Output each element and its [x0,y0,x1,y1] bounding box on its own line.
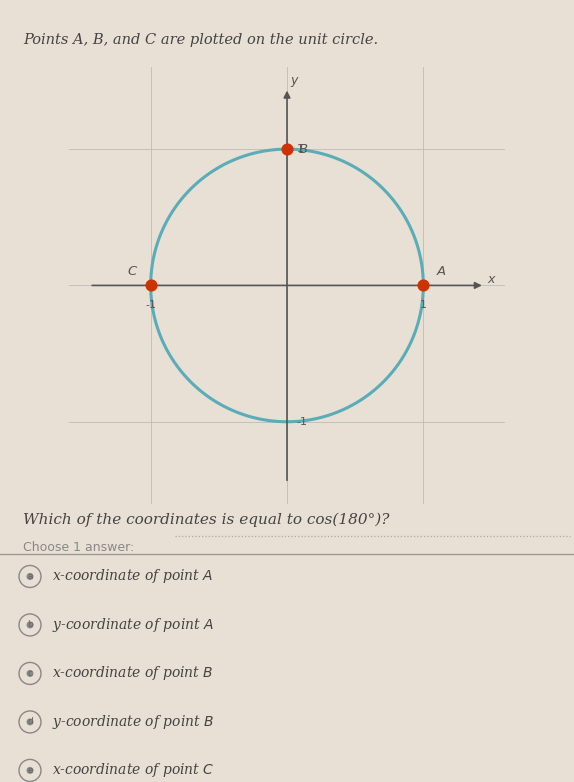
Text: B: B [299,142,308,156]
Text: Points A, B, and C are plotted on the unit circle.: Points A, B, and C are plotted on the un… [23,33,378,47]
Circle shape [26,719,33,726]
Text: 1: 1 [297,144,304,154]
Circle shape [26,767,33,774]
Text: x-coordinate of point $C$: x-coordinate of point $C$ [52,762,215,780]
Point [146,279,155,292]
Text: y: y [290,74,297,88]
Text: e: e [27,766,33,775]
Text: a: a [27,572,33,581]
Circle shape [26,622,33,629]
Text: x-coordinate of point $B$: x-coordinate of point $B$ [52,665,214,683]
Text: b: b [27,620,33,630]
Circle shape [26,573,33,580]
Text: -1: -1 [145,300,156,310]
Text: d: d [27,717,33,726]
Text: x-coordinate of point $A$: x-coordinate of point $A$ [52,568,214,586]
Text: c: c [28,669,33,678]
Text: Which of the coordinates is equal to cos(180°)?: Which of the coordinates is equal to cos… [23,512,389,526]
Text: Choose 1 answer:: Choose 1 answer: [23,541,134,554]
Text: y-coordinate of point $B$: y-coordinate of point $B$ [52,713,214,731]
Text: x: x [488,274,495,286]
Text: y-coordinate of point $A$: y-coordinate of point $A$ [52,616,214,634]
Circle shape [26,670,33,677]
Text: -1: -1 [297,417,308,427]
Point [418,279,428,292]
Text: 1: 1 [420,300,427,310]
Text: C: C [127,265,136,278]
Text: A: A [436,265,445,278]
Point [282,143,292,156]
